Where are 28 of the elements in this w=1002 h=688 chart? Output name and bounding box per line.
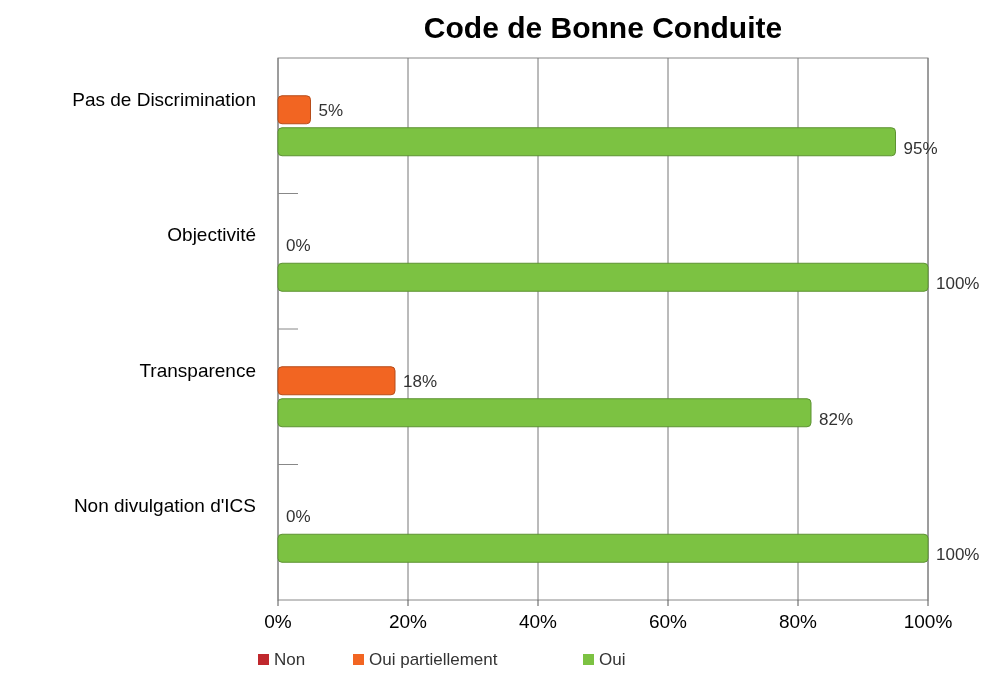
legend-label: Oui xyxy=(599,650,626,669)
bar xyxy=(277,398,812,428)
data-label: 95% xyxy=(903,138,938,158)
data-label: 100% xyxy=(936,274,980,294)
data-label: 100% xyxy=(936,545,980,565)
data-label: 0% xyxy=(286,236,311,256)
bar xyxy=(277,533,929,563)
legend-label: Non xyxy=(274,650,306,669)
legend-label: Oui partiellement xyxy=(369,650,498,669)
y-tick-label: Objectivité xyxy=(167,224,256,246)
x-tick-label: 40% xyxy=(518,611,558,632)
x-tick-label: 0% xyxy=(264,611,292,632)
bar xyxy=(277,127,896,157)
data-label: 5% xyxy=(318,100,344,120)
data-label: 0% xyxy=(286,507,311,527)
x-tick-label: 100% xyxy=(903,611,953,632)
y-tick-label: Non divulgation d'ICS xyxy=(73,495,256,517)
chart-title: Code de Bonne Conduite xyxy=(423,11,783,44)
data-label: 18% xyxy=(403,371,438,391)
y-tick-label: Pas de Discrimination xyxy=(72,88,256,110)
bar xyxy=(277,262,929,292)
x-tick-label: 60% xyxy=(648,611,688,632)
x-tick-label: 80% xyxy=(778,611,818,632)
x-tick-label: 20% xyxy=(388,611,428,632)
bar xyxy=(277,95,311,125)
y-tick-label: Transparence xyxy=(139,359,256,381)
bar xyxy=(277,366,396,396)
data-label: 82% xyxy=(819,409,854,429)
